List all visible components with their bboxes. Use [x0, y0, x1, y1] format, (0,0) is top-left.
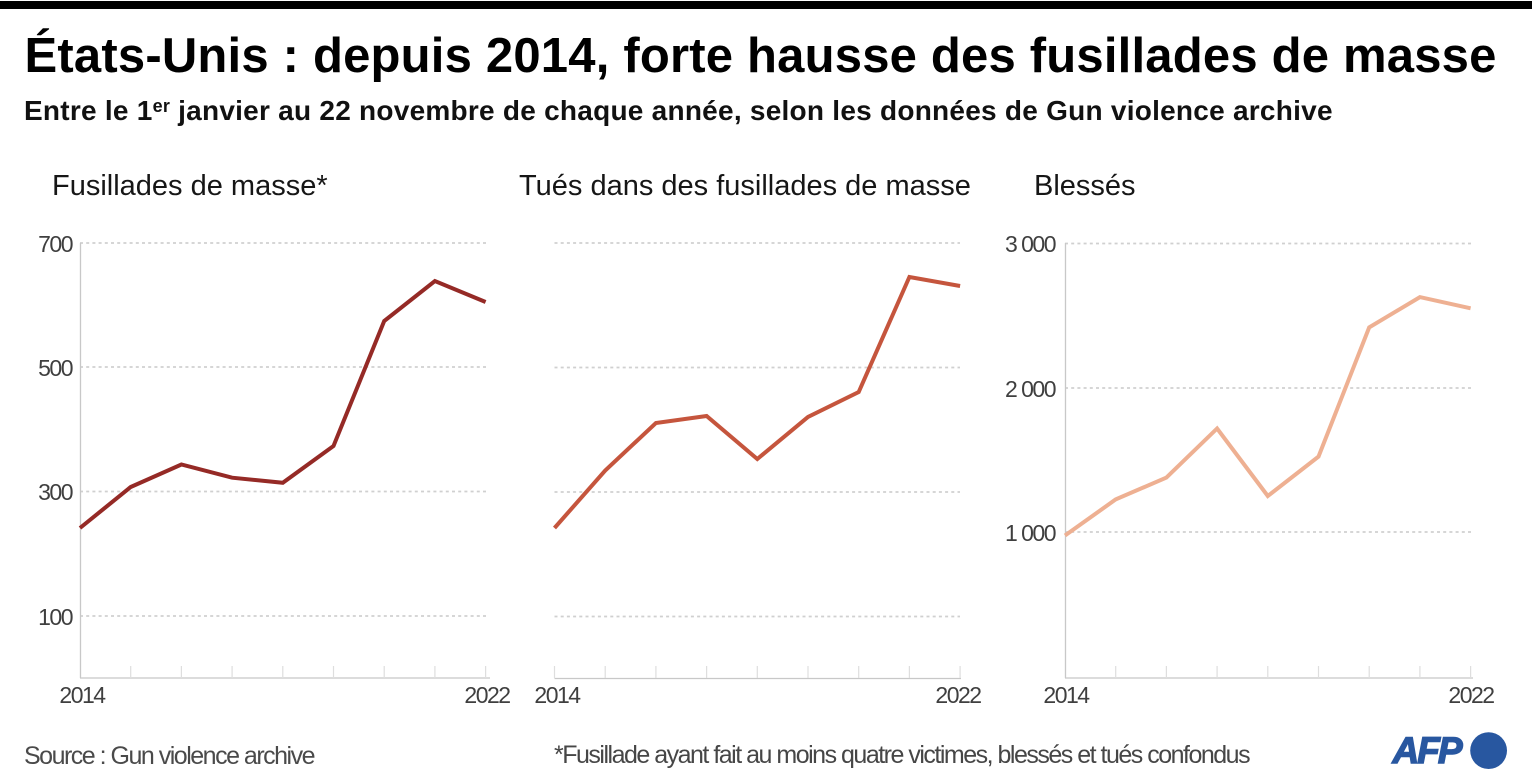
svg-text:AFP: AFP [1392, 730, 1463, 771]
